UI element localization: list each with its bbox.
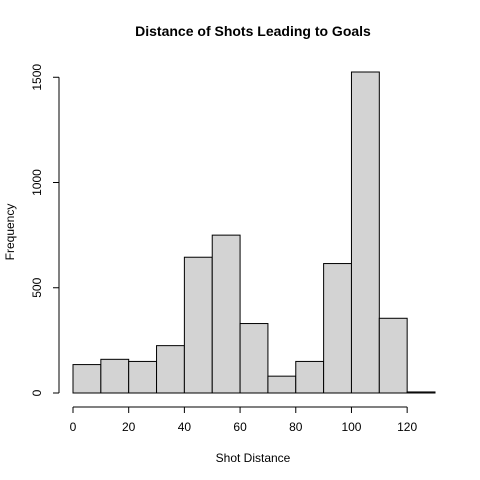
histogram-bar [72, 364, 102, 394]
x-tick-label: 120 [397, 420, 417, 434]
x-tick-label: 0 [70, 420, 77, 434]
histogram-bar [239, 323, 269, 394]
histogram-bar [128, 360, 158, 394]
x-tick-label: 60 [233, 420, 247, 434]
x-tick-label: 80 [289, 420, 303, 434]
histogram-bar [378, 317, 408, 394]
histogram-bar [350, 71, 380, 394]
x-tick-label: 100 [341, 420, 361, 434]
histogram-bar [183, 256, 213, 394]
x-tick-label: 40 [178, 420, 192, 434]
x-axis: 0 20 40 60 80 100 120 [70, 406, 417, 434]
histogram-bar [295, 360, 325, 394]
histogram-bar [211, 234, 241, 394]
y-tick-label: 500 [30, 277, 44, 297]
x-axis-label: Shot Distance [216, 451, 291, 465]
bars-group [72, 71, 436, 394]
chart-title: Distance of Shots Leading to Goals [135, 23, 371, 39]
histogram-bar [406, 391, 436, 394]
y-tick-label: 0 [30, 389, 44, 396]
histogram-bar [156, 345, 185, 394]
y-axis-label: Frequency [3, 204, 17, 261]
histogram-bar [323, 263, 352, 394]
histogram-bar [267, 375, 297, 394]
x-tick-label: 20 [122, 420, 136, 434]
histogram-bar [100, 358, 130, 394]
y-axis: 0 500 1000 1500 [30, 64, 60, 396]
y-tick-label: 1500 [30, 64, 44, 91]
y-tick-label: 1000 [30, 169, 44, 196]
